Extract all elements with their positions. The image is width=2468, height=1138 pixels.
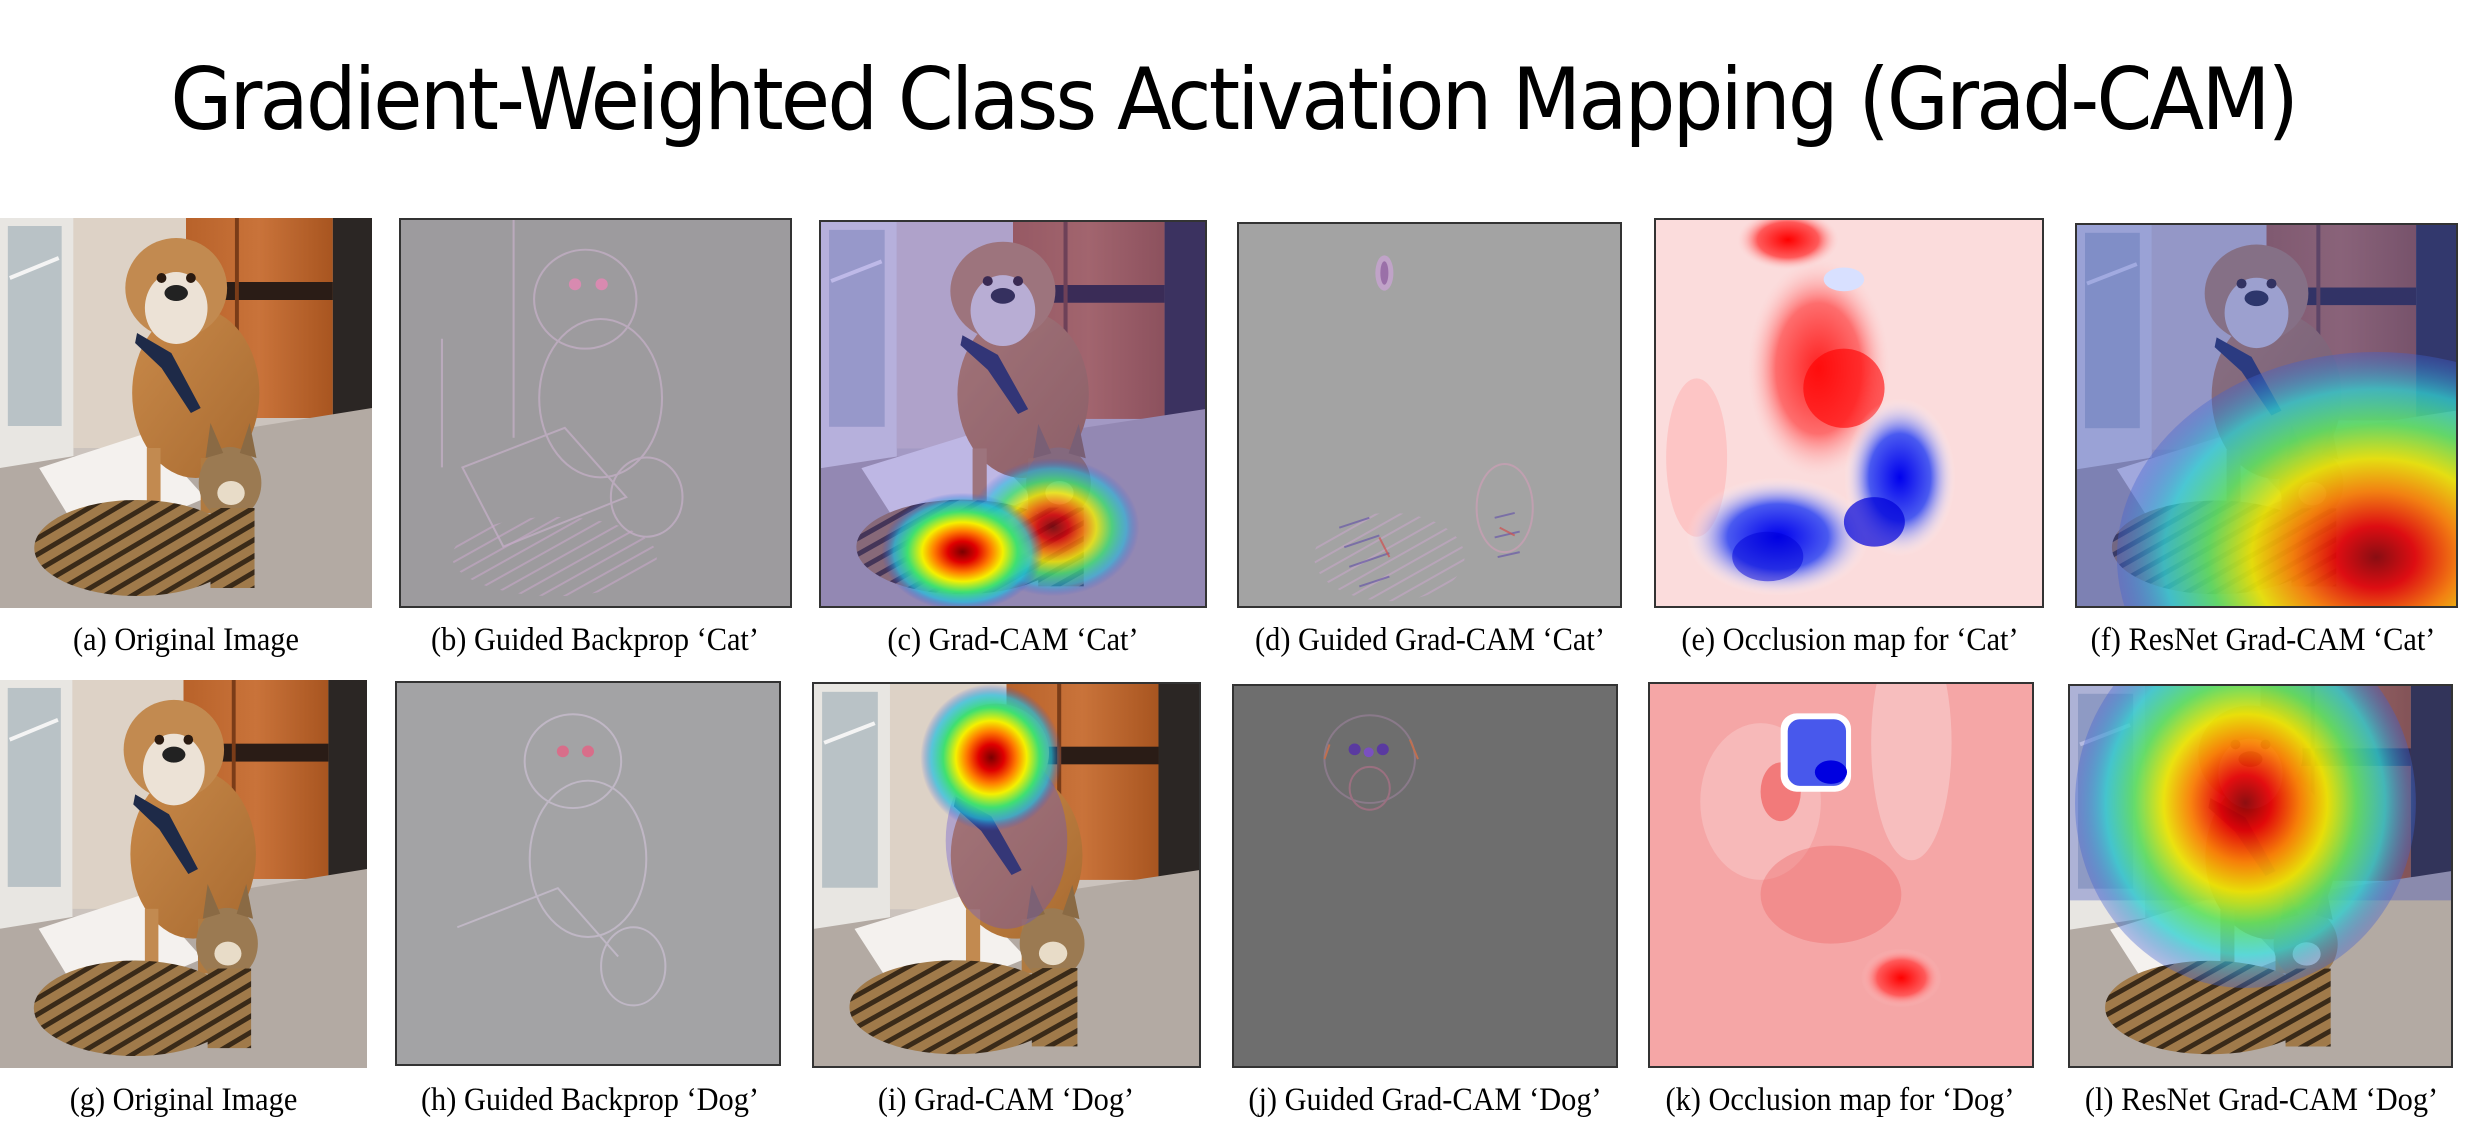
panel-i-grad-cam-dog: [812, 682, 1201, 1068]
caption-d: (d) Guided Grad-CAM ‘Cat’: [1255, 622, 1605, 658]
panel-g-original-image: [0, 680, 367, 1068]
caption-k: (k) Occlusion map for ‘Dog’: [1665, 1082, 2015, 1118]
grad-cam-heatmap-image: [821, 222, 1205, 606]
original-photo-image: [0, 218, 372, 608]
caption-b: (b) Guided Backprop ‘Cat’: [431, 622, 759, 658]
grad-cam-heatmap-image: [814, 684, 1199, 1066]
caption-f: (f) ResNet Grad-CAM ‘Cat’: [2090, 622, 2436, 658]
caption-i: (i) Grad-CAM ‘Dog’: [877, 1082, 1135, 1118]
guided-backprop-image: [401, 220, 790, 606]
panel-e-occlusion-map-cat: [1654, 218, 2044, 608]
panel-a-original-image: [0, 218, 372, 608]
caption-c: (c) Grad-CAM ‘Cat’: [887, 622, 1139, 658]
panel-l-resnet-grad-cam-dog: [2068, 684, 2453, 1068]
caption-h: (h) Guided Backprop ‘Dog’: [420, 1082, 760, 1118]
occlusion-map-image: [1656, 220, 2042, 606]
slide-title: Gradient-Weighted Class Activation Mappi…: [170, 50, 2298, 150]
caption-l: (l) ResNet Grad-CAM ‘Dog’: [2084, 1082, 2439, 1118]
resnet-grad-cam-image: [2070, 686, 2451, 1066]
occlusion-map-image: [1650, 684, 2032, 1066]
panel-c-grad-cam-cat: [819, 220, 1207, 608]
panel-h-guided-backprop-dog: [395, 681, 781, 1066]
panel-d-guided-grad-cam-cat: [1237, 222, 1622, 608]
guided-grad-cam-image: [1234, 686, 1616, 1066]
original-photo-image: [0, 680, 367, 1068]
guided-grad-cam-image: [1239, 224, 1620, 606]
panel-f-resnet-grad-cam-cat: [2075, 223, 2458, 608]
resnet-grad-cam-image: [2077, 225, 2456, 606]
caption-e: (e) Occlusion map for ‘Cat’: [1681, 622, 2019, 658]
caption-a: (a) Original Image: [73, 622, 299, 658]
panel-k-occlusion-map-dog: [1648, 682, 2034, 1068]
guided-backprop-image: [397, 683, 779, 1064]
panel-b-guided-backprop-cat: [399, 218, 792, 608]
caption-j: (j) Guided Grad-CAM ‘Dog’: [1248, 1082, 1602, 1118]
caption-g: (g) Original Image: [69, 1082, 298, 1118]
panel-j-guided-grad-cam-dog: [1232, 684, 1618, 1068]
